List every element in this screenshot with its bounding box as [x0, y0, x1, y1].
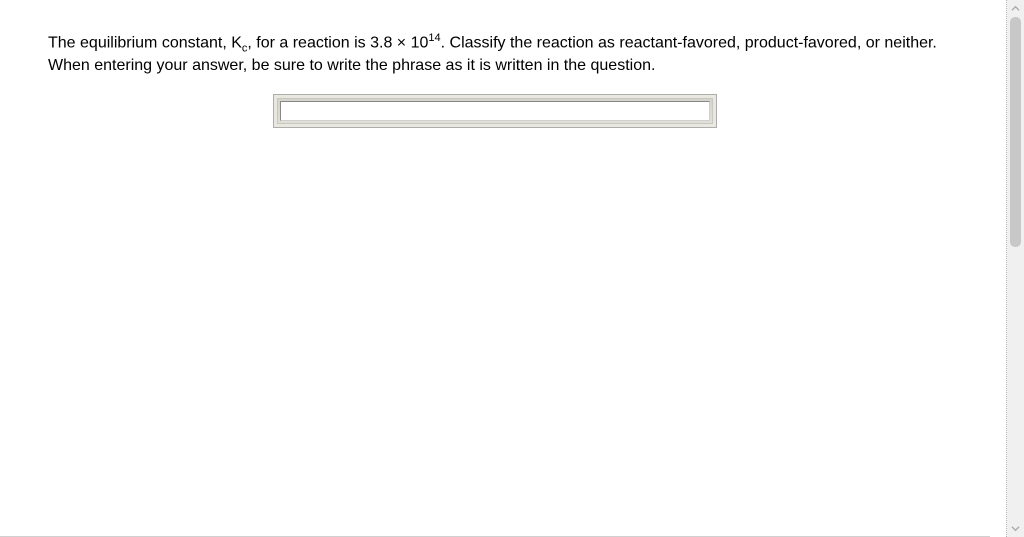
chevron-up-icon [1011, 4, 1020, 13]
answer-input-outer-frame [273, 94, 717, 128]
question-panel: The equilibrium constant, Kc, for a reac… [0, 0, 990, 537]
question-exponent: 14 [428, 32, 440, 44]
scroll-track[interactable] [1007, 17, 1024, 520]
question-text-part2: , for a reaction is 3.8 × 10 [247, 34, 428, 51]
answer-input[interactable] [280, 101, 710, 121]
vertical-scrollbar[interactable] [1007, 0, 1024, 537]
scroll-down-button[interactable] [1007, 520, 1024, 537]
scroll-up-button[interactable] [1007, 0, 1024, 17]
scroll-thumb[interactable] [1010, 17, 1021, 247]
answer-input-inner-frame [277, 98, 713, 124]
question-text: The equilibrium constant, Kc, for a reac… [48, 32, 942, 76]
answer-input-wrapper [48, 94, 942, 128]
question-text-part1: The equilibrium constant, K [48, 34, 242, 51]
chevron-down-icon [1011, 524, 1020, 533]
